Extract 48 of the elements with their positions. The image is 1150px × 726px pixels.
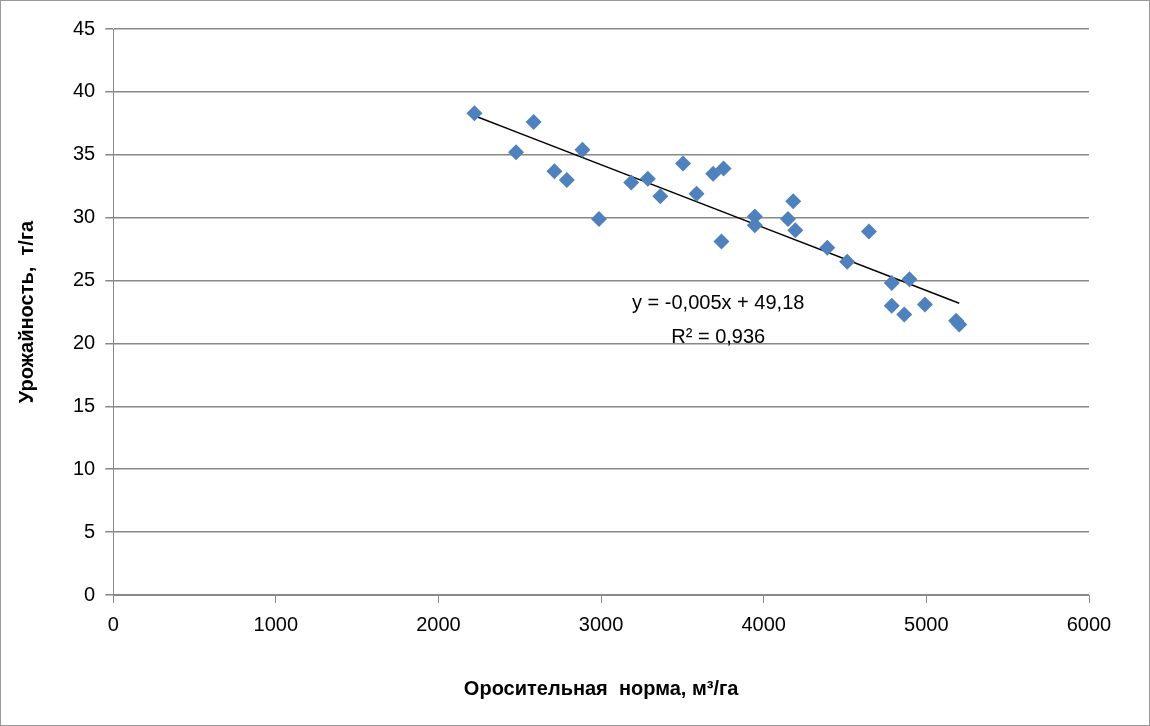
x-tick-label: 6000 xyxy=(1066,612,1112,635)
point xyxy=(779,210,796,227)
y-tick-label: 35 xyxy=(73,142,96,165)
point xyxy=(546,163,563,180)
x-tick-label: 2000 xyxy=(416,612,461,635)
point xyxy=(508,144,525,161)
point xyxy=(705,165,722,182)
y-tick-label: 30 xyxy=(73,205,96,228)
point xyxy=(839,253,856,270)
point xyxy=(787,222,804,239)
y-tick-label: 15 xyxy=(73,393,96,416)
point xyxy=(715,160,732,177)
point xyxy=(916,296,933,313)
x-tick-label: 5000 xyxy=(904,612,949,635)
annotation: R² = 0,936 xyxy=(671,324,766,347)
x-axis-title: Оросительная норма, м³/га xyxy=(463,676,740,699)
point xyxy=(951,316,968,333)
point xyxy=(688,185,705,202)
point xyxy=(591,210,608,227)
x-tick-label: 4000 xyxy=(741,612,786,635)
point xyxy=(883,275,900,292)
x-tick-label: 3000 xyxy=(578,612,624,635)
point xyxy=(652,188,669,205)
point xyxy=(713,233,730,250)
point xyxy=(860,223,877,240)
point xyxy=(574,141,591,158)
point xyxy=(901,271,918,288)
point xyxy=(466,105,483,122)
point xyxy=(525,114,542,131)
point xyxy=(819,239,836,256)
point xyxy=(623,174,640,191)
y-axis-title: Урожайность, т/га xyxy=(14,219,37,404)
y-tick-label: 40 xyxy=(73,79,96,102)
annotation: y = -0,005x + 49,18 xyxy=(632,291,805,314)
point xyxy=(896,306,913,323)
y-tick-label: 45 xyxy=(73,16,96,39)
point xyxy=(883,297,900,314)
y-tick-label: 20 xyxy=(73,330,96,353)
point xyxy=(785,193,802,210)
point xyxy=(675,155,692,172)
y-tick-label: 10 xyxy=(73,456,96,479)
x-tick-label: 0 xyxy=(107,612,119,635)
y-tick-label: 5 xyxy=(84,519,96,542)
y-tick-label: 25 xyxy=(73,268,96,291)
point xyxy=(558,171,575,188)
y-tick-label: 0 xyxy=(84,582,96,605)
point xyxy=(639,170,656,187)
x-tick-label: 1000 xyxy=(253,612,299,635)
